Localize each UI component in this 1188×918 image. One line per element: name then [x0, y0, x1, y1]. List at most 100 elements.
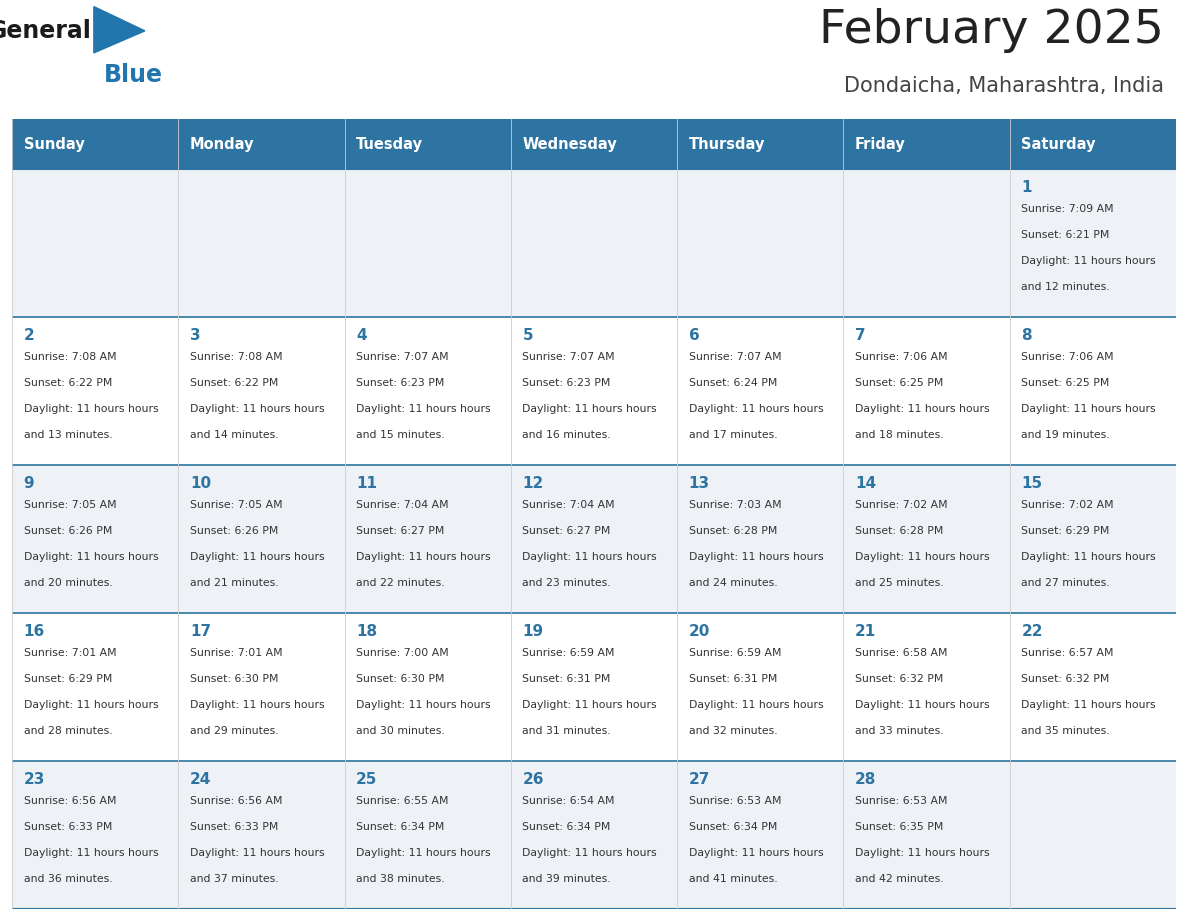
- Text: and 25 minutes.: and 25 minutes.: [855, 578, 943, 588]
- Text: 1: 1: [1022, 180, 1032, 195]
- Text: Sunrise: 7:04 AM: Sunrise: 7:04 AM: [523, 500, 615, 510]
- Text: Daylight: 11 hours hours: Daylight: 11 hours hours: [1022, 552, 1156, 562]
- Text: Sunrise: 7:03 AM: Sunrise: 7:03 AM: [689, 500, 782, 510]
- Text: Sunset: 6:21 PM: Sunset: 6:21 PM: [1022, 230, 1110, 241]
- Text: 14: 14: [855, 476, 877, 490]
- Text: Sunrise: 6:59 AM: Sunrise: 6:59 AM: [689, 648, 782, 658]
- Text: and 17 minutes.: and 17 minutes.: [689, 430, 777, 440]
- Text: Sunrise: 7:07 AM: Sunrise: 7:07 AM: [689, 353, 782, 363]
- Text: Sunrise: 7:08 AM: Sunrise: 7:08 AM: [24, 353, 116, 363]
- Text: 26: 26: [523, 772, 544, 787]
- Text: Daylight: 11 hours hours: Daylight: 11 hours hours: [1022, 256, 1156, 266]
- Text: Sunset: 6:32 PM: Sunset: 6:32 PM: [855, 674, 943, 684]
- Text: 2: 2: [24, 328, 34, 342]
- Text: Daylight: 11 hours hours: Daylight: 11 hours hours: [190, 700, 324, 711]
- Bar: [12, 761, 1176, 909]
- Text: Daylight: 11 hours hours: Daylight: 11 hours hours: [523, 848, 657, 858]
- Text: Sunrise: 6:57 AM: Sunrise: 6:57 AM: [1022, 648, 1114, 658]
- Text: and 31 minutes.: and 31 minutes.: [523, 726, 611, 736]
- Text: Sunrise: 7:05 AM: Sunrise: 7:05 AM: [24, 500, 116, 510]
- Text: 13: 13: [689, 476, 710, 490]
- Bar: [12, 317, 1176, 465]
- Text: and 38 minutes.: and 38 minutes.: [356, 874, 444, 884]
- Text: Sunset: 6:29 PM: Sunset: 6:29 PM: [24, 674, 112, 684]
- Text: Sunset: 6:32 PM: Sunset: 6:32 PM: [1022, 674, 1110, 684]
- Text: Monday: Monday: [190, 137, 254, 151]
- Text: Sunset: 6:29 PM: Sunset: 6:29 PM: [1022, 526, 1110, 536]
- Text: Daylight: 11 hours hours: Daylight: 11 hours hours: [1022, 700, 1156, 711]
- Text: 4: 4: [356, 328, 367, 342]
- Text: Sunset: 6:26 PM: Sunset: 6:26 PM: [190, 526, 278, 536]
- Bar: [178, 119, 345, 169]
- Text: Daylight: 11 hours hours: Daylight: 11 hours hours: [855, 404, 990, 414]
- Text: and 41 minutes.: and 41 minutes.: [689, 874, 777, 884]
- Bar: [12, 119, 178, 169]
- Text: Sunrise: 7:07 AM: Sunrise: 7:07 AM: [356, 353, 449, 363]
- Text: and 18 minutes.: and 18 minutes.: [855, 430, 943, 440]
- Text: 10: 10: [190, 476, 211, 490]
- Bar: [12, 169, 1176, 317]
- Text: and 42 minutes.: and 42 minutes.: [855, 874, 943, 884]
- Text: 16: 16: [24, 623, 45, 639]
- Text: Sunset: 6:27 PM: Sunset: 6:27 PM: [523, 526, 611, 536]
- Text: and 23 minutes.: and 23 minutes.: [523, 578, 611, 588]
- Text: and 14 minutes.: and 14 minutes.: [190, 430, 278, 440]
- Text: Daylight: 11 hours hours: Daylight: 11 hours hours: [523, 404, 657, 414]
- Text: 7: 7: [855, 328, 866, 342]
- Text: Sunset: 6:23 PM: Sunset: 6:23 PM: [523, 378, 611, 388]
- Text: Sunrise: 7:09 AM: Sunrise: 7:09 AM: [1022, 204, 1114, 214]
- Text: 28: 28: [855, 772, 877, 787]
- Text: Sunrise: 7:02 AM: Sunrise: 7:02 AM: [1022, 500, 1114, 510]
- Text: Daylight: 11 hours hours: Daylight: 11 hours hours: [1022, 404, 1156, 414]
- Text: Sunset: 6:24 PM: Sunset: 6:24 PM: [689, 378, 777, 388]
- Text: Sunrise: 7:01 AM: Sunrise: 7:01 AM: [24, 648, 116, 658]
- Text: and 39 minutes.: and 39 minutes.: [523, 874, 611, 884]
- Text: Sunrise: 6:53 AM: Sunrise: 6:53 AM: [689, 796, 782, 806]
- Text: Daylight: 11 hours hours: Daylight: 11 hours hours: [190, 404, 324, 414]
- Text: Sunset: 6:30 PM: Sunset: 6:30 PM: [190, 674, 278, 684]
- Text: Daylight: 11 hours hours: Daylight: 11 hours hours: [523, 552, 657, 562]
- Bar: [677, 119, 843, 169]
- Bar: [345, 119, 511, 169]
- Text: Daylight: 11 hours hours: Daylight: 11 hours hours: [689, 404, 823, 414]
- Text: and 12 minutes.: and 12 minutes.: [1022, 282, 1110, 292]
- Bar: [843, 119, 1010, 169]
- Text: Sunset: 6:33 PM: Sunset: 6:33 PM: [24, 823, 112, 833]
- Text: Sunset: 6:35 PM: Sunset: 6:35 PM: [855, 823, 943, 833]
- Text: Daylight: 11 hours hours: Daylight: 11 hours hours: [855, 552, 990, 562]
- Bar: [511, 119, 677, 169]
- Text: February 2025: February 2025: [820, 8, 1164, 53]
- Text: and 20 minutes.: and 20 minutes.: [24, 578, 113, 588]
- Text: and 32 minutes.: and 32 minutes.: [689, 726, 777, 736]
- Text: and 22 minutes.: and 22 minutes.: [356, 578, 444, 588]
- Text: Dondaicha, Maharashtra, India: Dondaicha, Maharashtra, India: [845, 76, 1164, 95]
- Text: Daylight: 11 hours hours: Daylight: 11 hours hours: [190, 848, 324, 858]
- Text: and 37 minutes.: and 37 minutes.: [190, 874, 278, 884]
- Text: Sunrise: 7:05 AM: Sunrise: 7:05 AM: [190, 500, 283, 510]
- Text: and 30 minutes.: and 30 minutes.: [356, 726, 446, 736]
- Text: Wednesday: Wednesday: [523, 137, 618, 151]
- Text: and 27 minutes.: and 27 minutes.: [1022, 578, 1110, 588]
- Text: Sunrise: 7:01 AM: Sunrise: 7:01 AM: [190, 648, 283, 658]
- Text: Sunrise: 6:53 AM: Sunrise: 6:53 AM: [855, 796, 948, 806]
- Text: 15: 15: [1022, 476, 1043, 490]
- Text: Sunrise: 6:55 AM: Sunrise: 6:55 AM: [356, 796, 449, 806]
- Text: Sunrise: 6:58 AM: Sunrise: 6:58 AM: [855, 648, 948, 658]
- Text: and 24 minutes.: and 24 minutes.: [689, 578, 777, 588]
- Text: Daylight: 11 hours hours: Daylight: 11 hours hours: [689, 552, 823, 562]
- Text: and 15 minutes.: and 15 minutes.: [356, 430, 444, 440]
- Text: Sunset: 6:31 PM: Sunset: 6:31 PM: [523, 674, 611, 684]
- Text: Sunrise: 6:59 AM: Sunrise: 6:59 AM: [523, 648, 615, 658]
- Text: Sunset: 6:31 PM: Sunset: 6:31 PM: [689, 674, 777, 684]
- Bar: [12, 465, 1176, 613]
- Bar: [12, 613, 1176, 761]
- Text: and 36 minutes.: and 36 minutes.: [24, 874, 112, 884]
- Text: 23: 23: [24, 772, 45, 787]
- Text: Daylight: 11 hours hours: Daylight: 11 hours hours: [356, 700, 491, 711]
- Text: Sunrise: 6:56 AM: Sunrise: 6:56 AM: [190, 796, 283, 806]
- Text: Daylight: 11 hours hours: Daylight: 11 hours hours: [523, 700, 657, 711]
- Text: and 29 minutes.: and 29 minutes.: [190, 726, 278, 736]
- Text: 20: 20: [689, 623, 710, 639]
- Text: 22: 22: [1022, 623, 1043, 639]
- Text: Daylight: 11 hours hours: Daylight: 11 hours hours: [855, 848, 990, 858]
